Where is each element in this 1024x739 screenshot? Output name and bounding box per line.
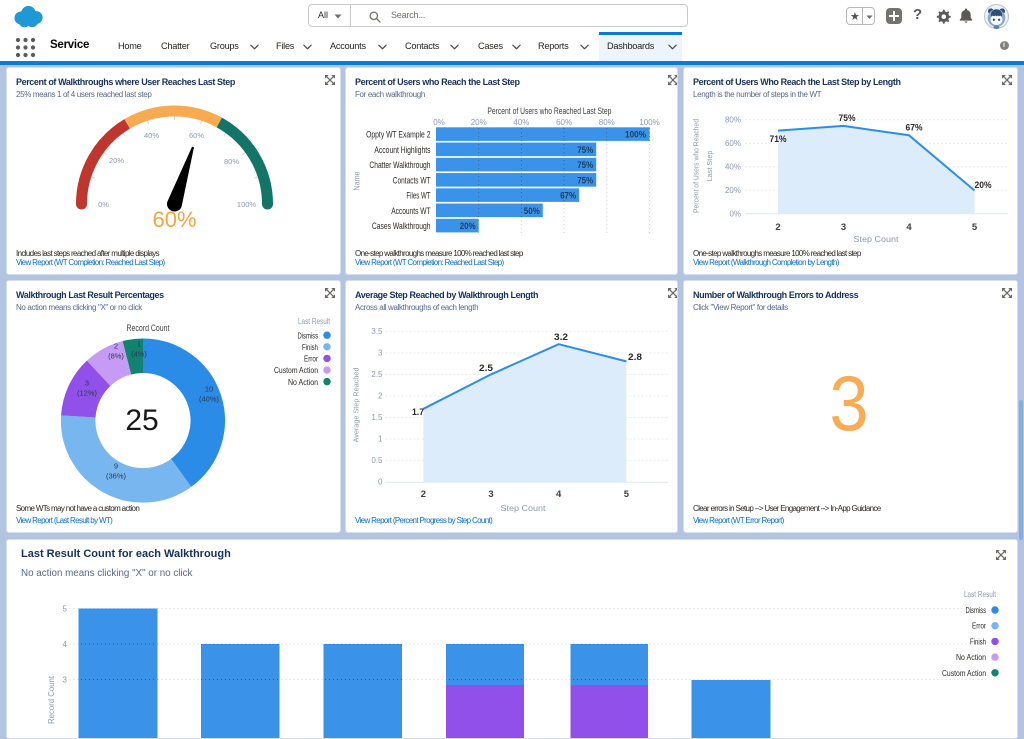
svg-text:60%: 60%	[189, 131, 204, 140]
svg-text:Step Count: Step Count	[501, 503, 547, 513]
svg-text:20%: 20%	[471, 118, 487, 127]
svg-text:Average Step Reached: Average Step Reached	[352, 368, 361, 443]
svg-text:1: 1	[378, 435, 383, 444]
svg-text:Account Highlights: Account Highlights	[374, 145, 430, 156]
svg-text:Finish: Finish	[970, 636, 986, 646]
svg-text:3: 3	[841, 222, 846, 233]
svg-text:2: 2	[114, 342, 118, 351]
svg-text:80%: 80%	[224, 157, 239, 166]
svg-text:75%: 75%	[839, 113, 856, 123]
svg-text:1.7: 1.7	[412, 407, 424, 417]
svg-text:3.5: 3.5	[371, 327, 383, 336]
svg-text:0%: 0%	[729, 210, 741, 219]
svg-text:Error: Error	[304, 354, 318, 364]
svg-text:(4%): (4%)	[131, 350, 147, 359]
svg-text:20%: 20%	[460, 221, 476, 231]
svg-text:3: 3	[63, 676, 68, 685]
svg-text:Custom Action: Custom Action	[942, 668, 986, 678]
svg-text:3.2: 3.2	[554, 332, 568, 342]
svg-text:60%: 60%	[556, 118, 572, 127]
svg-text:75%: 75%	[577, 175, 593, 185]
svg-text:71%: 71%	[770, 134, 787, 144]
svg-text:Last Step: Last Step	[705, 151, 714, 182]
svg-text:0: 0	[378, 478, 383, 487]
svg-text:(8%): (8%)	[108, 352, 124, 361]
svg-text:Oppty WT Example 2: Oppty WT Example 2	[366, 130, 430, 141]
svg-text:Dismiss: Dismiss	[966, 605, 987, 615]
svg-text:2.5: 2.5	[479, 363, 493, 373]
svg-text:40%: 40%	[725, 163, 741, 172]
svg-text:25: 25	[125, 404, 158, 437]
svg-text:Accounts WT: Accounts WT	[391, 206, 430, 217]
svg-text:No Action: No Action	[288, 377, 318, 387]
svg-text:80%: 80%	[599, 118, 615, 127]
svg-text:Name: Name	[352, 171, 362, 190]
svg-text:Cases Walkthrough: Cases Walkthrough	[372, 221, 431, 232]
svg-text:3: 3	[830, 359, 869, 447]
svg-text:2.5: 2.5	[371, 370, 383, 379]
svg-text:1: 1	[137, 340, 141, 349]
svg-text:20%: 20%	[975, 180, 992, 190]
svg-text:75%: 75%	[577, 160, 593, 170]
svg-text:0%: 0%	[433, 118, 445, 127]
svg-text:50%: 50%	[524, 206, 540, 216]
svg-text:Error: Error	[972, 621, 986, 631]
svg-text:Chatter Walkthrough: Chatter Walkthrough	[369, 160, 430, 171]
svg-text:75%: 75%	[577, 145, 593, 155]
svg-text:(40%): (40%)	[199, 395, 220, 404]
svg-text:3: 3	[488, 489, 493, 500]
svg-text:Custom Action: Custom Action	[274, 365, 318, 375]
svg-text:Last Result: Last Result	[298, 316, 330, 326]
svg-text:4: 4	[556, 489, 562, 500]
svg-text:40%: 40%	[513, 118, 529, 127]
svg-text:100%: 100%	[625, 130, 646, 140]
svg-text:60%: 60%	[725, 139, 741, 148]
svg-text:5: 5	[63, 605, 68, 614]
svg-text:3: 3	[85, 379, 89, 388]
svg-text:20%: 20%	[109, 156, 124, 165]
svg-text:2: 2	[421, 489, 426, 500]
svg-text:3: 3	[378, 349, 383, 358]
svg-text:4: 4	[63, 640, 68, 649]
svg-text:20%: 20%	[725, 186, 741, 195]
svg-text:40%: 40%	[144, 131, 159, 140]
svg-text:Contacts WT: Contacts WT	[393, 175, 431, 186]
svg-text:4: 4	[906, 222, 912, 233]
svg-text:5: 5	[972, 222, 978, 233]
svg-text:Dismiss: Dismiss	[298, 330, 319, 340]
svg-text:(36%): (36%)	[106, 472, 127, 481]
svg-text:1.5: 1.5	[371, 413, 383, 422]
svg-text:Record Count: Record Count	[127, 323, 170, 333]
svg-text:2: 2	[775, 222, 780, 233]
svg-text:Finish: Finish	[302, 342, 318, 352]
svg-text:(12%): (12%)	[77, 389, 98, 398]
svg-text:2.8: 2.8	[628, 352, 642, 362]
svg-text:100%: 100%	[639, 118, 659, 127]
svg-text:0.5: 0.5	[371, 456, 383, 465]
svg-text:Percent of Users who Reached: Percent of Users who Reached	[692, 119, 701, 213]
svg-text:Last Result: Last Result	[964, 589, 996, 599]
svg-text:9: 9	[114, 462, 118, 471]
svg-text:Percent of Users who Reached L: Percent of Users who Reached Last Step	[487, 106, 611, 116]
svg-text:10: 10	[205, 385, 213, 394]
svg-text:80%: 80%	[725, 116, 741, 125]
svg-text:No Action: No Action	[956, 652, 986, 662]
svg-text:Files WT: Files WT	[406, 191, 430, 202]
svg-text:67%: 67%	[906, 123, 923, 133]
svg-text:2: 2	[378, 392, 383, 401]
svg-text:5: 5	[624, 489, 630, 500]
svg-text:Record Count: Record Count	[46, 675, 56, 724]
svg-text:Step Count: Step Count	[854, 234, 900, 244]
svg-text:67%: 67%	[560, 191, 576, 201]
